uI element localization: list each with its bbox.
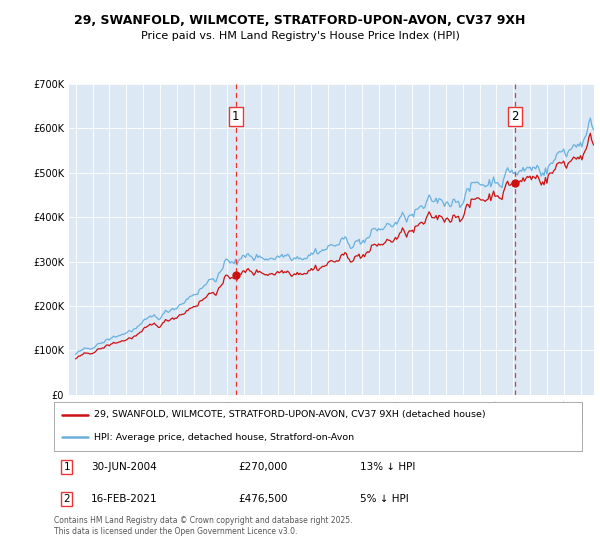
Text: Contains HM Land Registry data © Crown copyright and database right 2025.
This d: Contains HM Land Registry data © Crown c… xyxy=(54,516,353,536)
Text: HPI: Average price, detached house, Stratford-on-Avon: HPI: Average price, detached house, Stra… xyxy=(94,433,354,442)
Text: 5% ↓ HPI: 5% ↓ HPI xyxy=(360,494,409,504)
Text: Price paid vs. HM Land Registry's House Price Index (HPI): Price paid vs. HM Land Registry's House … xyxy=(140,31,460,41)
Text: 29, SWANFOLD, WILMCOTE, STRATFORD-UPON-AVON, CV37 9XH (detached house): 29, SWANFOLD, WILMCOTE, STRATFORD-UPON-A… xyxy=(94,410,485,419)
Text: 29, SWANFOLD, WILMCOTE, STRATFORD-UPON-AVON, CV37 9XH: 29, SWANFOLD, WILMCOTE, STRATFORD-UPON-A… xyxy=(74,14,526,27)
Text: 2: 2 xyxy=(511,110,519,123)
Text: £476,500: £476,500 xyxy=(239,494,288,504)
Text: 2: 2 xyxy=(64,494,70,504)
Text: 30-JUN-2004: 30-JUN-2004 xyxy=(91,462,157,472)
Text: 16-FEB-2021: 16-FEB-2021 xyxy=(91,494,158,504)
Text: £270,000: £270,000 xyxy=(239,462,288,472)
Text: 1: 1 xyxy=(64,462,70,472)
Text: 13% ↓ HPI: 13% ↓ HPI xyxy=(360,462,416,472)
Text: 1: 1 xyxy=(232,110,239,123)
